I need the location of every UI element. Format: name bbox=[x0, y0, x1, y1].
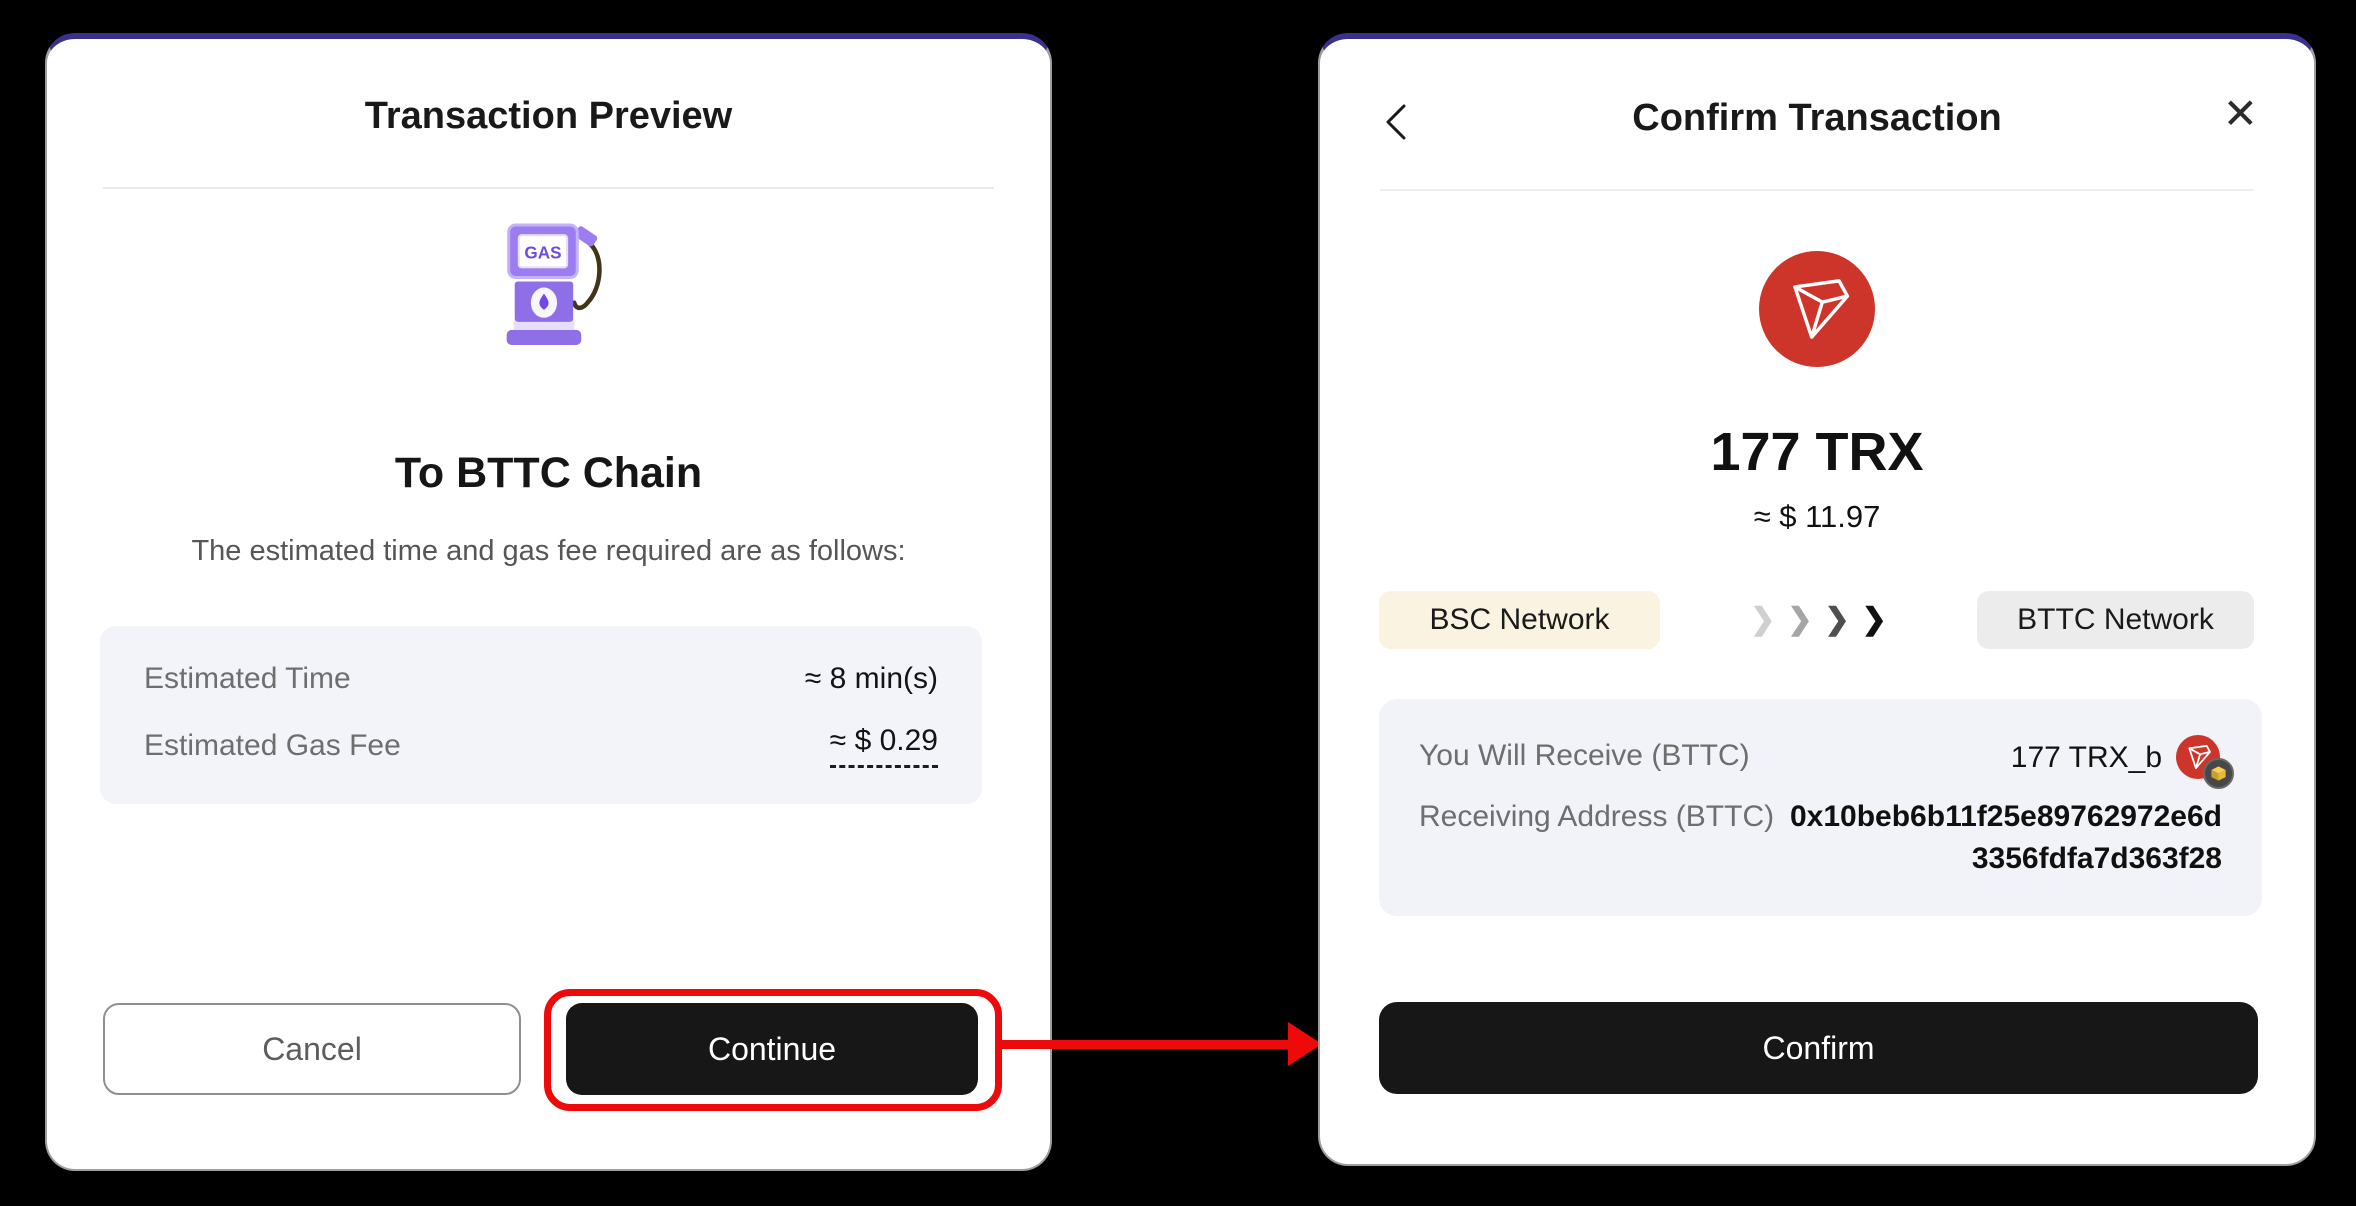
network-route-row: BSC Network ❯ ❯ ❯ ❯ BTTC Network bbox=[1379, 591, 2254, 649]
address-line-1: 0x10beb6b11f25e89762972e6d bbox=[1789, 800, 2222, 833]
close-icon[interactable]: ✕ bbox=[2222, 90, 2258, 137]
annotation-arrow-shaft bbox=[1000, 1040, 1292, 1049]
destination-network-chip: BTTC Network bbox=[1977, 591, 2254, 649]
estimated-gas-fee-value[interactable]: ≈ $ 0.29 bbox=[829, 724, 938, 768]
transaction-preview-modal: Transaction Preview GAS To BTTC Chain Th… bbox=[45, 33, 1052, 1171]
chevron-right-icon: ❯ bbox=[1750, 603, 1776, 636]
estimated-gas-fee-label: Estimated Gas Fee bbox=[144, 729, 401, 762]
transaction-details-card: You Will Receive (BTTC) 177 TRX_b bbox=[1379, 699, 2262, 916]
destination-chain-heading: To BTTC Chain bbox=[394, 449, 703, 497]
receive-value: 177 TRX_b bbox=[2010, 735, 2234, 789]
estimated-time-label: Estimated Time bbox=[144, 662, 351, 695]
annotation-arrow-head bbox=[1288, 1022, 1322, 1066]
gas-icon-label: GAS bbox=[524, 242, 561, 262]
receive-amount-text: 177 TRX_b bbox=[2010, 741, 2162, 774]
bttc-badge-icon bbox=[2203, 758, 2234, 789]
source-network-chip: BSC Network bbox=[1379, 591, 1660, 649]
receiving-address-row: Receiving Address (BTTC) 0x10beb6b11f25e… bbox=[1419, 796, 2222, 880]
back-icon[interactable] bbox=[1380, 101, 1414, 143]
chevron-right-icon: ❯ bbox=[1787, 603, 1813, 636]
preview-subtitle: The estimated time and gas fee required … bbox=[191, 535, 906, 567]
annotation-arrow bbox=[1000, 1022, 1322, 1066]
receive-label: You Will Receive (BTTC) bbox=[1419, 739, 1750, 772]
receiving-address-label: Receiving Address (BTTC) bbox=[1419, 800, 1775, 833]
confirm-button[interactable]: Confirm bbox=[1379, 1002, 2258, 1094]
route-direction-icons: ❯ ❯ ❯ ❯ bbox=[1750, 605, 1887, 635]
cancel-button[interactable]: Cancel bbox=[103, 1003, 521, 1095]
confirm-transaction-title: Confirm Transaction bbox=[1632, 97, 2002, 139]
trx-token-icon bbox=[1759, 251, 1875, 367]
address-line-2: 3356fdfa7d363f28 bbox=[1971, 842, 2222, 875]
gas-pump-icon: GAS bbox=[47, 219, 1050, 345]
confirm-transaction-modal: Confirm Transaction ✕ 177 TRX ≈ $ 11.97 … bbox=[1318, 33, 2316, 1166]
transaction-amount: 177 TRX bbox=[1710, 422, 1924, 482]
trx-b-token-icon bbox=[2176, 735, 2234, 789]
header-divider bbox=[103, 187, 994, 189]
estimated-gas-fee-row: Estimated Gas Fee ≈ $ 0.29 bbox=[144, 724, 938, 768]
fee-summary-card: Estimated Time ≈ 8 min(s) Estimated Gas … bbox=[100, 626, 982, 804]
estimated-time-value: ≈ 8 min(s) bbox=[804, 662, 938, 695]
continue-button[interactable]: Continue bbox=[566, 1003, 978, 1095]
chevron-right-icon: ❯ bbox=[1824, 603, 1850, 636]
chevron-right-icon: ❯ bbox=[1861, 603, 1887, 636]
receiving-address-value: 0x10beb6b11f25e89762972e6d 3356fdfa7d363… bbox=[1790, 796, 2222, 880]
transaction-usd-value: ≈ $ 11.97 bbox=[1753, 499, 1881, 534]
receive-row: You Will Receive (BTTC) 177 TRX_b bbox=[1419, 735, 2234, 789]
estimated-time-row: Estimated Time ≈ 8 min(s) bbox=[144, 662, 938, 696]
transaction-preview-title: Transaction Preview bbox=[364, 95, 733, 137]
header-divider bbox=[1380, 189, 2254, 191]
